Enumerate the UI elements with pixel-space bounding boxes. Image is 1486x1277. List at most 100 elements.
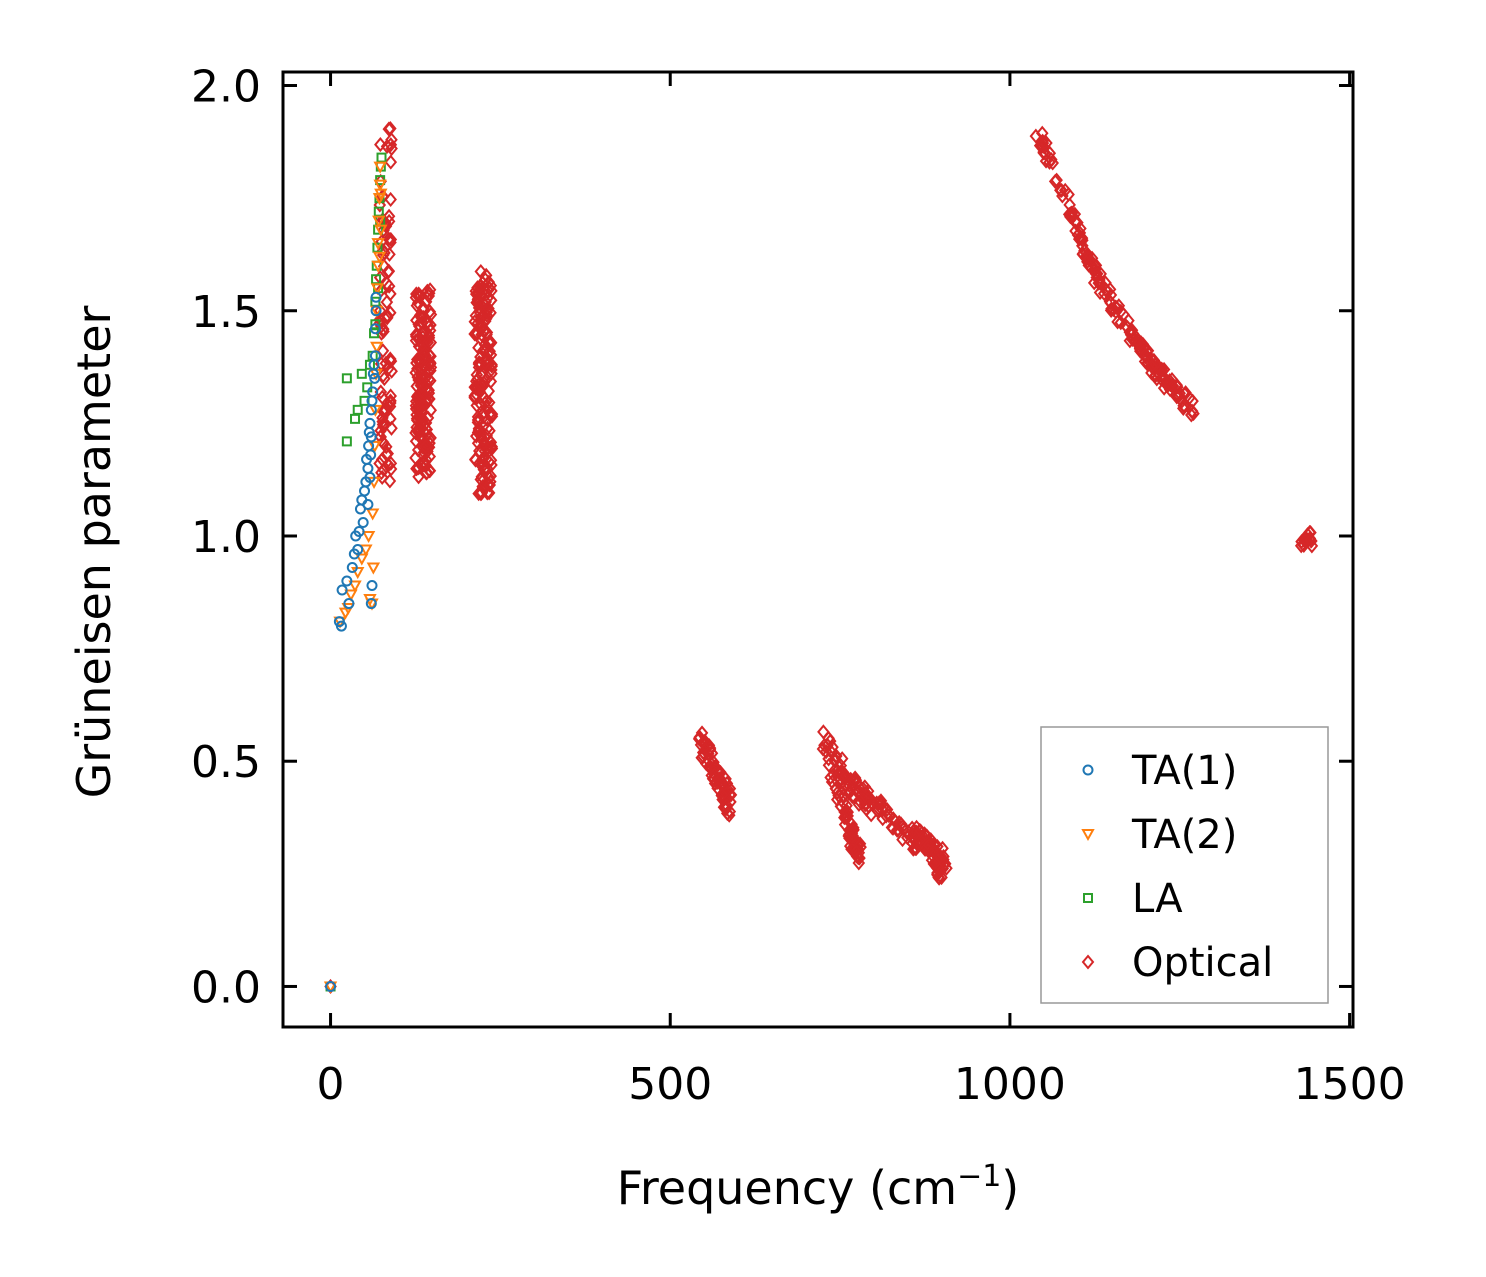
optical-point <box>1117 306 1130 323</box>
la-point <box>376 152 387 163</box>
optical-point <box>1076 238 1089 254</box>
optical-point <box>416 404 429 420</box>
optical-point <box>849 844 863 860</box>
optical-point <box>485 457 498 473</box>
optical-point <box>474 296 487 312</box>
optical-point <box>378 415 392 431</box>
optical-point <box>1172 388 1186 404</box>
ta-1--point <box>370 305 382 317</box>
optical-point <box>469 452 482 468</box>
optical-point <box>384 411 397 427</box>
optical-point <box>935 869 948 886</box>
optical-point <box>1187 406 1200 422</box>
optical-point <box>483 477 497 493</box>
ta-2--point <box>372 215 386 228</box>
optical-point <box>1177 398 1190 414</box>
optical-point <box>1145 358 1158 375</box>
ta-1--point <box>369 350 381 362</box>
la-point <box>341 436 352 447</box>
optical-point <box>419 438 432 454</box>
optical-point <box>479 267 493 283</box>
optical-point <box>383 246 396 262</box>
optical-point <box>409 290 423 306</box>
optical-point <box>1082 257 1096 273</box>
optical-point <box>695 725 709 741</box>
la-point <box>373 206 384 217</box>
optical-point <box>708 766 721 783</box>
la-point <box>371 274 382 285</box>
optical-point <box>894 817 908 833</box>
optical-point <box>424 430 437 446</box>
ta-1--point <box>336 584 348 596</box>
optical-point <box>384 231 398 248</box>
optical-point <box>913 832 927 848</box>
ta-2--point <box>365 508 380 521</box>
optical-point <box>415 398 429 414</box>
ta-1--point <box>366 580 378 592</box>
optical-point <box>1301 527 1314 543</box>
optical-point <box>1104 295 1118 311</box>
optical-point <box>702 753 716 769</box>
optical-point <box>1166 378 1180 394</box>
optical-point <box>414 374 427 390</box>
optical-point <box>716 778 729 794</box>
optical-point <box>473 427 487 443</box>
ta-2--point <box>370 341 384 354</box>
optical-point <box>375 469 389 485</box>
optical-point <box>860 801 873 817</box>
optical-point <box>928 855 942 871</box>
optical-point <box>840 798 853 814</box>
x-axis-label: Frequency (cm−1) <box>617 1159 1020 1215</box>
legend: TA(1) TA(2) LA Optical <box>1040 726 1329 1004</box>
optical-point <box>880 802 893 818</box>
optical-point <box>1137 340 1150 356</box>
optical-point <box>423 282 437 298</box>
optical-point <box>853 779 866 795</box>
y-tick-label: 1.5 <box>191 287 261 338</box>
la-point <box>372 242 383 253</box>
optical-point <box>1080 251 1094 267</box>
optical-point <box>415 348 428 364</box>
optical-point <box>838 810 851 826</box>
ta-1--point <box>367 386 379 398</box>
optical-point <box>1107 301 1120 317</box>
optical-point <box>379 439 393 455</box>
optical-point <box>485 283 498 299</box>
optical-point <box>841 804 854 820</box>
optical-point <box>382 231 396 247</box>
optical-point <box>385 140 398 157</box>
legend-marker-ta-2- <box>1081 829 1095 842</box>
optical-point <box>914 823 927 839</box>
optical-point <box>824 769 837 786</box>
optical-point <box>478 395 492 411</box>
ta-1--point <box>369 372 381 384</box>
ta-2--point <box>361 530 376 544</box>
optical-point <box>376 410 389 426</box>
optical-point <box>479 355 492 371</box>
optical-point <box>870 795 884 811</box>
x-axis-label-superscript: −1 <box>957 1159 1001 1194</box>
optical-point <box>861 791 875 807</box>
optical-point <box>1123 333 1137 349</box>
ta-2--point <box>359 544 373 557</box>
ta-2--point <box>368 404 383 417</box>
optical-point <box>423 463 437 479</box>
ta-2--point <box>372 251 387 264</box>
la-point <box>352 404 363 415</box>
ta-2--point <box>374 188 388 201</box>
optical-point <box>422 385 436 401</box>
ta-1--point <box>325 980 337 992</box>
legend-label: Optical <box>1132 940 1273 986</box>
optical-point <box>819 744 833 760</box>
legend-label: LA <box>1132 876 1183 922</box>
x-tick-label: 500 <box>628 1059 712 1110</box>
optical-point <box>383 305 397 321</box>
optical-point <box>1048 173 1062 189</box>
optical-point <box>845 823 859 839</box>
optical-point <box>1104 287 1118 303</box>
optical-point <box>411 295 425 311</box>
optical-point <box>482 300 495 317</box>
la-point <box>364 359 375 370</box>
optical-point <box>376 343 390 359</box>
